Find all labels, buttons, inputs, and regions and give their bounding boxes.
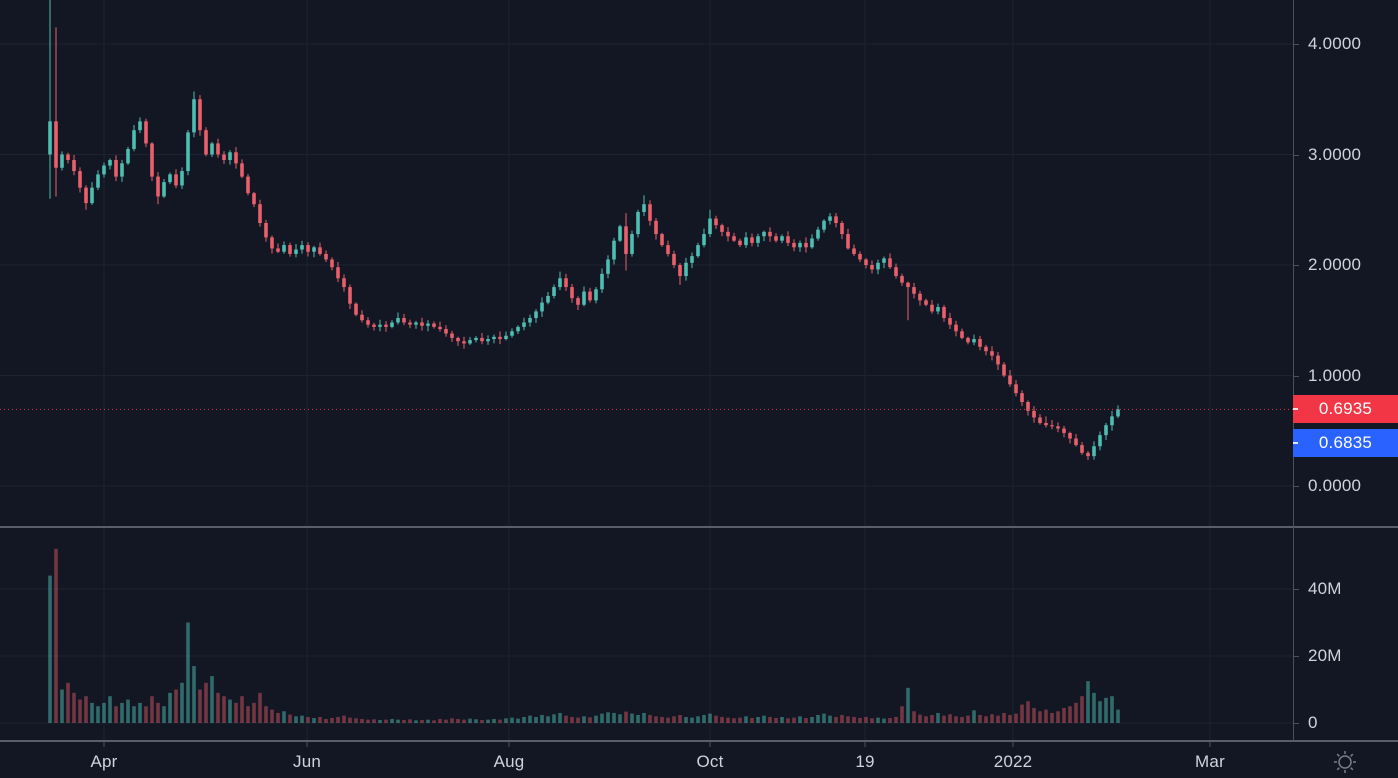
price-axis-label: 1.0000: [1308, 365, 1362, 385]
price-axis-label: 2.0000: [1308, 255, 1362, 274]
sun-icon[interactable]: [1330, 748, 1360, 778]
axis-tick: [1293, 375, 1299, 377]
time-axis-label: 19: [855, 752, 875, 771]
badge-tick: [1293, 408, 1298, 410]
axis-tick: [1293, 44, 1299, 45]
price-axis-label: 4.0000: [1308, 34, 1362, 53]
time-axis-label: Aug: [493, 752, 525, 771]
bid-price-value: 0.6835: [1318, 433, 1373, 452]
axis-tick: [1293, 656, 1299, 657]
bid-price-badge: 0.6835: [1293, 429, 1398, 457]
badge-tick: [1293, 442, 1298, 444]
candles-layer: [48, 0, 1120, 461]
grid-layer: [0, 0, 1293, 741]
time-axis-label: Oct: [696, 752, 724, 771]
price-axis-border: [1293, 0, 1294, 741]
last-price-value: 0.6935: [1318, 399, 1373, 418]
price-axis-label: 3.0000: [1308, 144, 1362, 164]
pane-divider[interactable]: [0, 526, 1398, 528]
axis-tick: [1293, 154, 1299, 156]
volume-axis-label: 0: [1308, 713, 1318, 732]
time-axis-border: [0, 740, 1398, 742]
volume-axis-label: 40M: [1308, 579, 1342, 598]
time-axis-label: Jun: [292, 752, 322, 771]
axis-tick: [1293, 265, 1299, 266]
volume-bars-layer: [48, 548, 1120, 723]
axis-tick: [1293, 723, 1299, 724]
price-axis-label: 0.0000: [1308, 476, 1362, 495]
axis-tick: [1293, 589, 1299, 590]
volume-axis-label: 20M: [1308, 646, 1342, 665]
axis-tick: [1293, 486, 1299, 487]
time-axis-label: Mar: [1195, 752, 1225, 771]
last-price-badge: 0.6935: [1293, 395, 1398, 423]
time-axis-label: 2022: [993, 752, 1033, 771]
time-axis-label: Apr: [90, 752, 118, 771]
